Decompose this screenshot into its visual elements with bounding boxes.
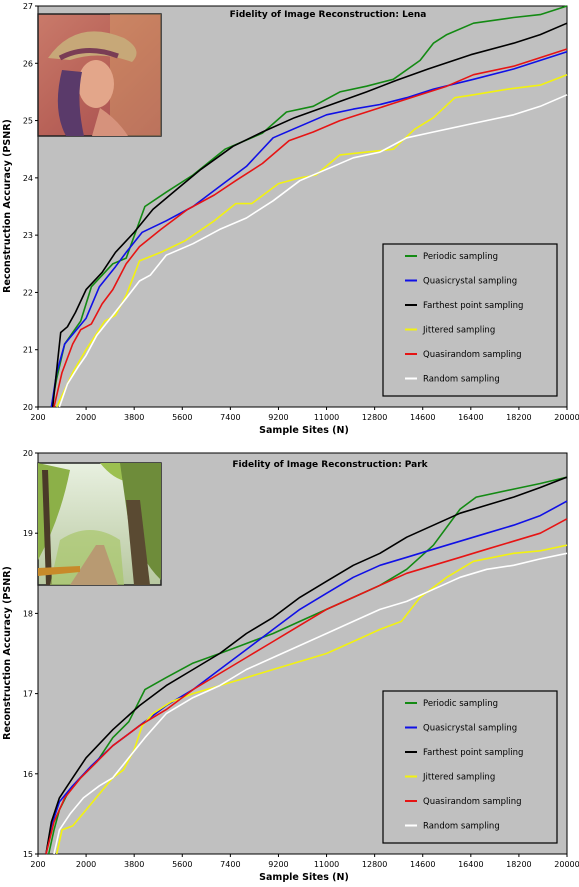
- park-photo: [37, 462, 162, 586]
- x-tick-label-park-8: 14600: [410, 860, 435, 869]
- x-tick-label-park-10: 18200: [506, 860, 531, 869]
- x-axis-lena: 200 2000 3800 5600 7400 9200 11000 12800 14600 16…: [30, 407, 579, 422]
- legend-label-lena-2: Farthest point sampling: [423, 301, 523, 311]
- x-tick-label-park-3: 5600: [172, 860, 192, 869]
- x-tick-label-park-5: 9200: [268, 860, 288, 869]
- y-tick-label-lena-3: 23: [23, 231, 33, 240]
- y-tick-label-lena-5: 25: [23, 117, 33, 126]
- chart-title-lena: Fidelity of Image Reconstruction: Lena: [230, 10, 427, 20]
- y-axis-lena: 20 21 22 23 24 25 26 27: [23, 2, 38, 412]
- x-tick-label-park-4: 7400: [220, 860, 240, 869]
- chart-park: Fidelity of Image Reconstruction: Park 1…: [2, 449, 579, 883]
- y-axis-park: 15 16 17 18 19 20: [23, 449, 38, 859]
- x-tick-label-lena-6: 11000: [314, 413, 339, 422]
- x-tick-label-lena-7: 12800: [362, 413, 387, 422]
- y-tick-label-lena-1: 21: [23, 346, 33, 355]
- series-line-lena-0: [50, 5, 568, 408]
- series-line-park-3: [55, 544, 568, 855]
- x-tick-label-lena-9: 16400: [458, 413, 483, 422]
- y-axis-label-lena: Reconstruction Accuracy (PSNR): [2, 119, 13, 293]
- x-tick-label-park-1: 2000: [76, 860, 96, 869]
- x-tick-label-park-7: 12800: [362, 860, 387, 869]
- x-tick-label-park-11: 20000: [554, 860, 579, 869]
- y-tick-label-lena-2: 22: [23, 288, 33, 297]
- legend-label-lena-1: Quasicrystal sampling: [423, 277, 517, 287]
- y-tick-label-park-0: 15: [23, 850, 33, 859]
- x-tick-label-park-6: 11000: [314, 860, 339, 869]
- y-tick-label-park-3: 18: [23, 609, 33, 618]
- x-tick-label-park-9: 16400: [458, 860, 483, 869]
- series-line-park-2: [45, 476, 568, 855]
- x-tick-label-park-0: 200: [30, 860, 45, 869]
- legend-label-lena-0: Periodic sampling: [423, 252, 498, 262]
- x-tick-label-lena-11: 20000: [554, 413, 579, 422]
- x-tick-label-lena-3: 5600: [172, 413, 192, 422]
- x-tick-label-park-2: 3800: [124, 860, 144, 869]
- x-axis-label-park: Sample Sites (N): [259, 872, 349, 883]
- y-tick-label-lena-7: 27: [23, 2, 33, 11]
- y-tick-label-lena-0: 20: [23, 403, 33, 412]
- legend-park: Periodic sampling Quasicrystal sampling Fa…: [382, 690, 558, 844]
- y-tick-label-park-4: 19: [23, 529, 33, 538]
- legend-label-park-1: Quasicrystal sampling: [423, 724, 517, 734]
- legend-label-park-0: Periodic sampling: [423, 699, 498, 709]
- series-line-park-5: [53, 552, 568, 855]
- legend-label-lena-3: Jittered sampling: [422, 326, 495, 336]
- legend-label-park-4: Quasirandom sampling: [423, 797, 522, 807]
- x-tick-label-lena-1: 2000: [76, 413, 96, 422]
- x-tick-label-lena-8: 14600: [410, 413, 435, 422]
- y-tick-label-park-2: 17: [23, 690, 33, 699]
- chart-title-park: Fidelity of Image Reconstruction: Park: [232, 460, 428, 470]
- series-line-lena-3: [55, 73, 568, 408]
- legend-label-lena-5: Random sampling: [423, 375, 500, 385]
- y-tick-label-park-5: 20: [23, 449, 33, 458]
- y-tick-label-lena-6: 26: [23, 59, 33, 68]
- y-tick-label-lena-4: 24: [23, 174, 33, 183]
- lena-photo: [37, 13, 162, 137]
- y-tick-label-park-1: 16: [23, 770, 33, 779]
- x-axis-label-lena: Sample Sites (N): [259, 425, 349, 436]
- legend-lena: Periodic sampling Quasicrystal sampling Fa…: [382, 243, 558, 397]
- series-line-lena-4: [53, 48, 568, 408]
- series-line-lena-2: [51, 22, 568, 408]
- legend-label-lena-4: Quasirandom sampling: [423, 350, 522, 360]
- series-line-lena-5: [58, 94, 568, 408]
- series-line-park-4: [45, 518, 568, 855]
- x-tick-label-lena-10: 18200: [506, 413, 531, 422]
- x-tick-label-lena-4: 7400: [220, 413, 240, 422]
- x-axis-park: 200 2000 3800 5600 7400 9200 11000 12800 14600 16…: [30, 854, 579, 869]
- legend-label-park-5: Random sampling: [423, 822, 500, 832]
- legend-label-park-3: Jittered sampling: [422, 773, 495, 783]
- legend-label-park-2: Farthest point sampling: [423, 748, 523, 758]
- x-tick-label-lena-5: 9200: [268, 413, 288, 422]
- series-lines-lena: [50, 5, 568, 408]
- y-axis-label-park: Reconstruction Accuracy (PSNR): [2, 566, 13, 740]
- chart-lena: Fidelity of Image Reconstruction: Lena 2…: [2, 2, 579, 436]
- series-lines-park: [45, 476, 568, 855]
- x-tick-label-lena-0: 200: [30, 413, 45, 422]
- x-tick-label-lena-2: 3800: [124, 413, 144, 422]
